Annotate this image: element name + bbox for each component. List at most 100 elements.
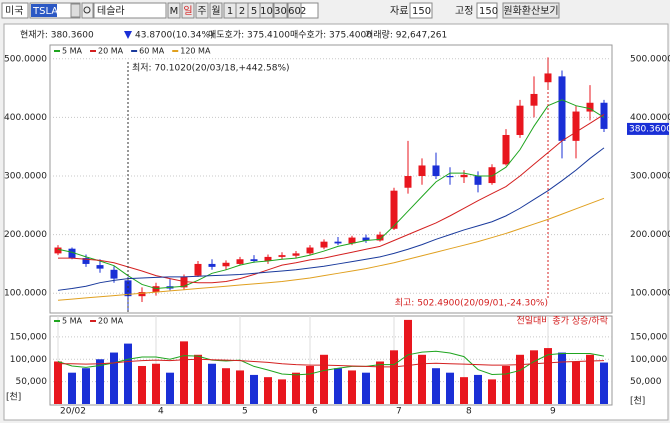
legend-label: 5 MA: [62, 317, 83, 326]
high-annotation: 최고: 502.4900(20/09/01,-24.30%): [395, 298, 548, 309]
toolbar-button-label: 10: [260, 6, 273, 17]
data-count: 150: [412, 6, 431, 17]
ma-line: [58, 114, 605, 284]
candle-body: [306, 247, 314, 254]
fixed-input[interactable]: [476, 2, 498, 19]
toolbar-button-label: 2: [239, 6, 245, 17]
toolbar-button[interactable]: [167, 2, 181, 19]
info-ask: 매도호가: 375.4100: [208, 30, 290, 41]
legend-label: 60 MA: [139, 47, 165, 56]
symbol-highlight: [31, 4, 57, 17]
y-tick-label: 50,000: [630, 377, 662, 387]
candle-body: [222, 262, 230, 267]
candle-body: [474, 176, 482, 185]
low-annotation: 최저: 70.1020(20/03/18,+442.58%): [132, 63, 290, 74]
toolbar-button[interactable]: [259, 2, 274, 19]
volume-unit-right: [천]: [630, 396, 645, 407]
legend-label: 20 MA: [98, 47, 124, 56]
volume-bar: [138, 365, 146, 404]
stock-name: 테슬라: [97, 5, 125, 17]
volume-bar: [110, 352, 118, 404]
search-button[interactable]: [81, 2, 94, 19]
candle-body: [362, 237, 370, 241]
volume-bar: [222, 368, 230, 404]
candle-body: [376, 234, 384, 241]
candle-body: [404, 176, 412, 188]
x-tick-label: 8: [466, 407, 472, 417]
candle-body: [250, 259, 258, 262]
volume-panel: [49, 315, 613, 406]
candle-body: [68, 248, 76, 259]
volume-bar: [236, 370, 244, 404]
toolbar-button[interactable]: [181, 2, 195, 19]
volume-bar: [404, 319, 412, 404]
volume-bar: [306, 365, 314, 404]
toolbar-button-label: 5: [251, 6, 257, 17]
candle-body: [264, 256, 272, 262]
candle-body: [600, 102, 608, 129]
toolbar-button[interactable]: [287, 2, 302, 19]
krw-button[interactable]: [502, 2, 560, 19]
volume-bar: [362, 372, 370, 404]
y-tick-label: 500.0000: [630, 54, 670, 64]
ma-line: [57, 197, 605, 301]
legend-label: 20 MA: [98, 317, 124, 326]
candle-body: [180, 276, 188, 288]
volume-bar: [516, 354, 524, 404]
current-price-label: 380.3600: [629, 124, 670, 134]
info-bid: 매수호가: 375.4000: [290, 30, 372, 41]
volume-bar: [96, 359, 104, 404]
y-tick-label: 400.0000: [630, 113, 670, 123]
data-count-select[interactable]: [409, 2, 433, 19]
volume-unit-left: [천]: [6, 392, 21, 403]
candle-body: [278, 255, 286, 257]
volume-bar: [530, 350, 538, 404]
name-box: [93, 2, 167, 19]
candle-body: [124, 280, 132, 297]
candle-body: [96, 265, 104, 269]
volume-bar: [586, 354, 594, 404]
data-label: 자료: [390, 5, 408, 17]
fixed-label: 고정: [455, 5, 473, 17]
volume-bar: [474, 374, 482, 404]
ma-line: [58, 358, 605, 368]
volume-note: 전일대비 종가 상승/하락: [516, 315, 608, 327]
fixed-count: 150: [479, 6, 498, 17]
candle-body: [516, 105, 524, 135]
x-tick-label: 5: [242, 407, 248, 417]
volume-bar: [82, 368, 90, 404]
toolbar-button[interactable]: [209, 2, 223, 19]
candle-body: [236, 259, 244, 264]
candle-body: [586, 102, 594, 112]
info-change: 43.8700(10.34%): [135, 31, 214, 41]
volume-bar: [418, 354, 426, 404]
y-tick-label: 400.0000: [4, 113, 47, 123]
candle-body: [320, 241, 328, 248]
x-tick-label: 4: [158, 407, 164, 417]
candle-body: [418, 165, 426, 177]
volume-bar: [488, 379, 496, 404]
krw-button-label: 원화환산보기: [503, 5, 558, 17]
y-tick-label: 200.0000: [4, 230, 47, 240]
y-tick-label: 50,000: [16, 377, 48, 387]
volume-bar: [390, 350, 398, 404]
ma-line: [57, 99, 605, 290]
y-tick-label: 150,000: [10, 332, 47, 342]
volume-bar: [68, 372, 76, 404]
toolbar-button[interactable]: [273, 2, 288, 19]
toolbar-button-label: 1: [227, 6, 233, 17]
info-price: 현재가: 380.3600: [20, 30, 94, 41]
candle-body: [208, 263, 216, 267]
price-panel: [49, 44, 613, 314]
volume-bar: [460, 377, 468, 404]
y-tick-label: 300.0000: [630, 172, 670, 182]
candle-body: [110, 269, 118, 279]
toolbar-button[interactable]: [195, 2, 209, 19]
legend-label: 5 MA: [62, 47, 83, 56]
legend-label: 120 MA: [180, 47, 211, 56]
y-tick-label: 200.0000: [630, 230, 670, 240]
x-tick-label: 9: [550, 407, 556, 417]
symbol-dropdown[interactable]: [70, 3, 81, 18]
market-select[interactable]: [1, 2, 29, 19]
